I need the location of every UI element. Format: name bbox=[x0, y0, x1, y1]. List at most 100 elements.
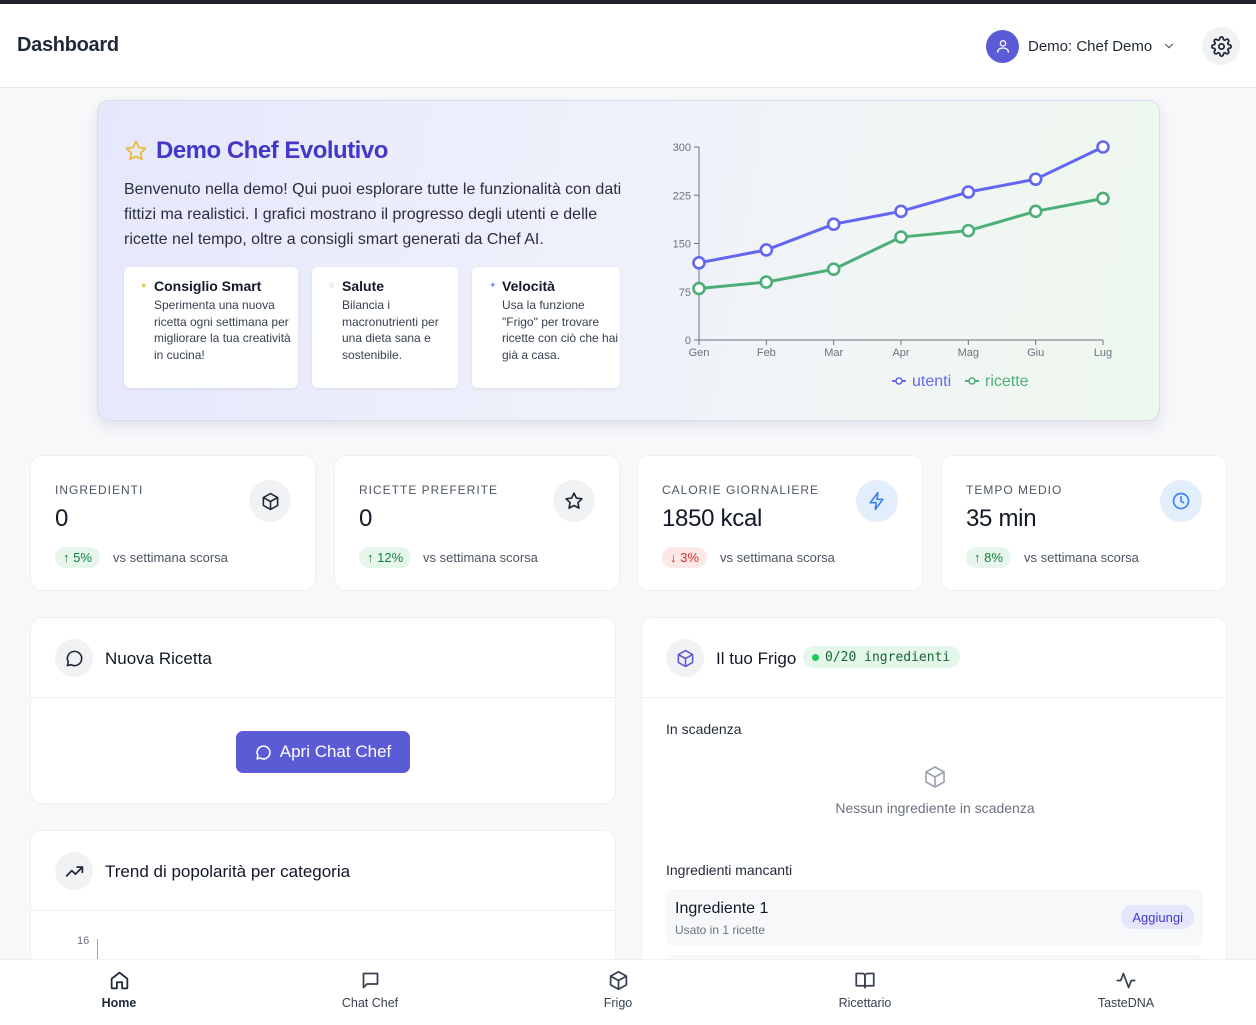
stat-card-calories: CALORIE GIORNALIERE 1850 kcal ↓ 3% vs se… bbox=[637, 455, 923, 591]
tip-title: Salute bbox=[342, 278, 385, 294]
trending-up-icon bbox=[65, 865, 83, 877]
x-tick-label: Giu bbox=[1027, 347, 1044, 359]
user-name: Demo: Chef Demo bbox=[1028, 37, 1153, 55]
data-point-ricette bbox=[692, 281, 706, 296]
card-title: Nuova Ricetta bbox=[105, 649, 212, 668]
tip-card-smart: ● Consiglio Smart Sperimenta una nuova r… bbox=[124, 267, 298, 388]
window-top-border bbox=[0, 0, 1256, 4]
card-title: Il tuo Frigo bbox=[716, 649, 797, 668]
legend-label-utenti: utenti bbox=[912, 373, 951, 390]
data-point-utenti bbox=[826, 217, 841, 231]
tip-body: Sperimenta una nuova ricetta ogni settim… bbox=[154, 298, 291, 362]
data-point-utenti bbox=[692, 256, 706, 270]
nav-label: TasteDNA bbox=[1097, 996, 1155, 1010]
badge-text: 0/20 ingredienti bbox=[825, 649, 951, 665]
tip-bullet-icon: ✦ bbox=[489, 280, 497, 290]
stat-compare-text: vs settimana scorsa bbox=[423, 550, 538, 565]
card-icon-wrap bbox=[666, 639, 704, 677]
top-header: Dashboard Demo: Chef Demo bbox=[0, 4, 1256, 88]
y-tick-label: 225 bbox=[673, 190, 691, 202]
stat-label: RICETTE PREFERITE bbox=[359, 483, 499, 497]
data-point-ricette bbox=[894, 230, 908, 244]
trend-y-tick: 16 bbox=[77, 935, 90, 947]
nav-item-ricettario[interactable]: Ricettario bbox=[805, 970, 925, 1010]
fridge-card: Il tuo Frigo 0/20 ingredienti In scadenz… bbox=[641, 617, 1227, 977]
data-point-utenti bbox=[961, 185, 976, 199]
x-tick-label: Apr bbox=[892, 347, 909, 359]
nav-label: Ricettario bbox=[838, 996, 892, 1010]
data-point-utenti bbox=[1096, 140, 1110, 154]
book-icon bbox=[855, 972, 875, 989]
stat-change-badge: ↑ 12% bbox=[359, 547, 412, 568]
stat-icon-wrap bbox=[856, 480, 898, 522]
y-tick-label: 300 bbox=[673, 142, 691, 154]
x-tick-label: Feb bbox=[757, 347, 776, 359]
box-icon bbox=[609, 970, 627, 991]
legend-marker-ricette bbox=[968, 377, 976, 385]
hero-heading: Demo Chef Evolutivo bbox=[124, 137, 388, 165]
ingredient-usage: Usato in 1 ricette bbox=[675, 923, 766, 937]
home-icon bbox=[110, 971, 128, 990]
stat-change-badge: ↑ 5% bbox=[55, 547, 100, 568]
settings-button[interactable] bbox=[1202, 27, 1240, 65]
x-tick-label: Lug bbox=[1094, 347, 1112, 359]
tip-card-speed: ✦ Velocità Usa la funzione "Frigo" per t… bbox=[472, 267, 620, 388]
data-point-utenti bbox=[894, 204, 908, 219]
nav-item-home[interactable]: Home bbox=[59, 970, 179, 1010]
x-tick-label: Mag bbox=[958, 347, 979, 359]
card-title: Trend di popolarità per categoria bbox=[105, 862, 351, 881]
stat-card-favorites: RICETTE PREFERITE 0 ↑ 12% vs settimana s… bbox=[334, 455, 620, 591]
missing-label: Ingredienti mancanti bbox=[666, 862, 793, 878]
nav-item-chat-chef[interactable]: Chat Chef bbox=[310, 970, 430, 1010]
stat-compare-text: vs settimana scorsa bbox=[720, 550, 835, 565]
star-icon bbox=[125, 140, 147, 161]
hero-title: Demo Chef Evolutivo bbox=[156, 137, 388, 164]
new-recipe-card: Nuova Ricetta Apri Chat Chef bbox=[30, 617, 616, 804]
stat-icon-wrap bbox=[1160, 480, 1202, 522]
stat-card-ingredients: INGREDIENTI 0 ↑ 5% vs settimana scorsa bbox=[30, 455, 316, 591]
stat-label: CALORIE GIORNALIERE bbox=[662, 483, 820, 497]
stat-value: 1850 kcal bbox=[662, 505, 763, 532]
box-icon bbox=[925, 766, 945, 788]
chat-icon bbox=[362, 972, 378, 989]
demo-hero-banner: Demo Chef Evolutivo Benvenuto nella demo… bbox=[97, 100, 1160, 421]
clock-icon bbox=[1172, 492, 1190, 510]
users-recipes-line-chart: 0 75 150 225 300 Gen Feb Mar Apr Mag Giu Lug utenti r… bbox=[673, 140, 1112, 390]
stat-compare-text: vs settimana scorsa bbox=[113, 550, 228, 565]
card-header: Il tuo Frigo 0/20 ingredienti bbox=[642, 618, 1226, 698]
chevron-down-icon bbox=[1165, 43, 1174, 49]
empty-state-text: Nessun ingrediente in scadenza bbox=[835, 800, 1035, 816]
stat-icon-wrap bbox=[249, 480, 291, 522]
box-icon bbox=[262, 492, 278, 510]
data-point-ricette bbox=[961, 223, 976, 238]
activity-icon bbox=[1116, 972, 1136, 989]
y-tick-label: 0 bbox=[685, 335, 691, 347]
status-dot bbox=[812, 653, 819, 661]
tip-title: Velocità bbox=[502, 278, 555, 294]
nav-item-tastedna[interactable]: TasteDNA bbox=[1066, 970, 1186, 1010]
stat-change-badge: ↓ 3% bbox=[662, 547, 707, 568]
tip-bullet-icon: ● bbox=[141, 280, 147, 290]
y-tick-label: 75 bbox=[679, 287, 691, 299]
tip-bullet-icon: ○ bbox=[329, 280, 335, 290]
box-icon bbox=[677, 649, 693, 667]
stat-icon-wrap bbox=[553, 480, 595, 522]
data-point-ricette bbox=[826, 262, 841, 277]
nav-label: Home bbox=[101, 996, 137, 1010]
card-header: Trend di popolarità per categoria bbox=[31, 831, 615, 911]
data-point-ricette bbox=[759, 275, 774, 289]
nav-item-frigo[interactable]: Frigo bbox=[558, 970, 678, 1010]
ingredient-name: Ingrediente 1 bbox=[675, 900, 769, 917]
user-menu[interactable]: Demo: Chef Demo bbox=[986, 28, 1176, 64]
data-point-utenti bbox=[759, 243, 774, 257]
card-icon-wrap bbox=[55, 852, 93, 890]
fridge-count-badge: 0/20 ingredienti bbox=[803, 646, 961, 668]
x-tick-label: Gen bbox=[689, 347, 710, 359]
avatar bbox=[986, 29, 1019, 63]
stat-change-badge: ↑ 8% bbox=[966, 547, 1011, 568]
tip-card-health: ○ Salute Bilancia i macronutrienti per u… bbox=[312, 267, 458, 388]
legend-label-ricette: ricette bbox=[985, 373, 1029, 390]
add-ingredient-button[interactable]: Aggiungi bbox=[1121, 905, 1194, 929]
open-chat-chef-button[interactable]: Apri Chat Chef bbox=[236, 731, 410, 773]
stat-card-time: TEMPO MEDIO 35 min ↑ 8% vs settimana sco… bbox=[941, 455, 1227, 591]
